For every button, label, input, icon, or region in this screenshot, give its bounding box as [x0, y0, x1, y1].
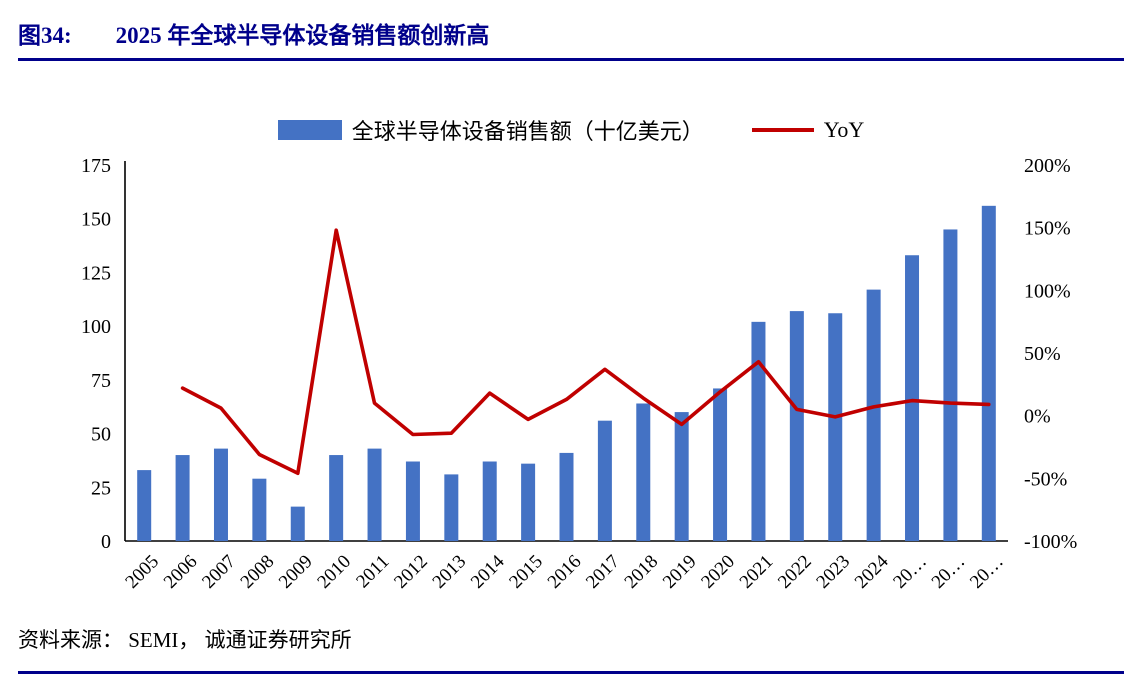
x-axis-label: 2009	[275, 551, 317, 593]
bar-2018	[636, 403, 651, 541]
right-axis-tick-label: 150%	[1024, 218, 1071, 240]
x-axis-label: 2006	[160, 551, 202, 593]
x-axis-label: 2007	[198, 551, 240, 593]
right-axis-tick-label: -100%	[1024, 531, 1077, 553]
x-axis-label: 2014	[467, 551, 509, 593]
bar-2024	[866, 289, 881, 541]
x-axis-label: 2010	[313, 551, 355, 593]
right-axis-tick-label: 200%	[1024, 155, 1071, 177]
x-axis-label: 2016	[544, 551, 586, 593]
left-axis-tick-label: 125	[81, 262, 111, 284]
right-axis-tick-label: -50%	[1024, 468, 1067, 490]
bar-2008	[252, 478, 267, 541]
x-axis-label: 2024	[851, 551, 893, 593]
x-axis-label: 2022	[774, 551, 816, 593]
bar-20…	[943, 229, 958, 541]
left-axis-tick-label: 75	[91, 370, 111, 392]
x-axis-label: 2008	[237, 551, 279, 593]
bar-2022	[789, 311, 804, 541]
figure-title-row: 图34: 2025 年全球半导体设备销售额创新高	[18, 16, 1124, 50]
x-axis-label: 2005	[121, 551, 163, 593]
bar-2012	[405, 461, 420, 541]
bar-2023	[828, 313, 843, 541]
bar-2017	[597, 420, 612, 541]
x-axis-label: 2012	[390, 551, 432, 593]
x-axis-label: 2019	[659, 551, 701, 593]
bar-20…	[981, 205, 996, 541]
line-series-label: YoY	[823, 117, 865, 142]
bar-2010	[329, 455, 344, 541]
bar-20…	[905, 255, 920, 542]
figure-title: 2025 年全球半导体设备销售额创新高	[115, 23, 490, 48]
x-axis-label: 2023	[812, 551, 854, 593]
bar-2014	[482, 461, 497, 541]
bar-2020	[713, 388, 728, 541]
x-axis-label: 20…	[889, 551, 931, 593]
chart-legend: 全球半导体设备销售额（十亿美元） YoY	[0, 114, 1142, 146]
x-axis-label: 2015	[505, 551, 547, 593]
left-axis-tick-label: 0	[101, 531, 111, 553]
bar-2005	[137, 470, 152, 541]
right-axis-tick-label: 100%	[1024, 280, 1071, 302]
bar-2015	[521, 463, 536, 541]
title-divider-rule	[18, 58, 1124, 61]
x-axis-label: 20…	[928, 551, 970, 593]
x-axis-label: 2021	[736, 551, 778, 593]
bar-2011	[367, 448, 382, 541]
right-axis-tick-label: 0%	[1024, 406, 1051, 428]
x-axis-label: 2018	[621, 551, 663, 593]
left-axis-tick-label: 25	[91, 477, 111, 499]
bar-2009	[290, 506, 305, 541]
bottom-divider-rule	[18, 671, 1124, 674]
bar-2016	[559, 452, 574, 541]
left-axis-tick-label: 50	[91, 424, 111, 446]
x-axis-label: 2011	[352, 551, 393, 592]
bar-series-label: 全球半导体设备销售额（十亿美元）	[351, 119, 704, 144]
bar-series-swatch-icon	[277, 120, 342, 140]
bar-2019	[674, 412, 689, 541]
legend-item-yoy: YoY	[751, 117, 865, 143]
left-axis-tick-label: 150	[81, 209, 111, 231]
legend-item-sales: 全球半导体设备销售额（十亿美元）	[277, 114, 704, 146]
line-series-swatch-icon	[751, 128, 814, 132]
x-axis-label: 2013	[429, 551, 471, 593]
yoy-line	[180, 228, 991, 476]
x-axis-label: 2020	[697, 551, 739, 593]
bar-2013	[444, 474, 459, 541]
bar-2007	[213, 448, 228, 541]
source-note: 资料来源： SEMI， 诚通证券研究所	[18, 628, 352, 652]
figure-number-label: 图34:	[18, 23, 72, 48]
x-axis-label: 2017	[582, 551, 624, 593]
x-axis-label: 20…	[966, 551, 1008, 593]
left-axis-tick-label: 175	[81, 155, 111, 177]
bar-2006	[175, 455, 190, 541]
right-axis-tick-label: 50%	[1024, 343, 1061, 365]
bar-2021	[751, 321, 766, 541]
left-axis-tick-label: 100	[81, 316, 111, 338]
